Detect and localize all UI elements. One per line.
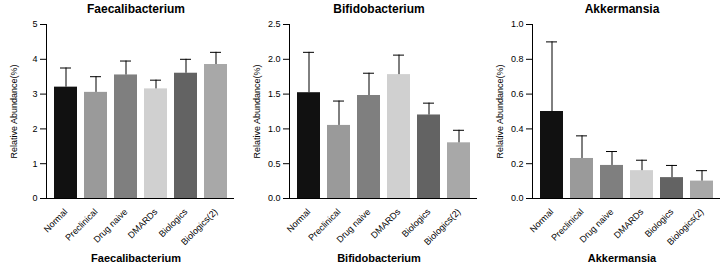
svg-text:4: 4 [32, 54, 37, 64]
svg-text:Drug naive: Drug naive [92, 207, 130, 245]
svg-text:0.0: 0.0 [511, 193, 524, 203]
svg-text:Biologics: Biologics [642, 206, 676, 240]
svg-text:Biologics(2): Biologics(2) [422, 207, 462, 247]
svg-text:0.2: 0.2 [511, 159, 524, 169]
svg-text:3: 3 [32, 89, 37, 99]
svg-text:Drug naive: Drug naive [578, 207, 616, 245]
svg-text:Relative Abundance(%): Relative Abundance(%) [252, 64, 262, 158]
svg-text:Biologics: Biologics [399, 206, 433, 240]
svg-text:Preclinical: Preclinical [63, 206, 100, 243]
svg-text:1.0: 1.0 [268, 124, 281, 134]
svg-text:0.5: 0.5 [268, 159, 281, 169]
svg-text:1: 1 [32, 159, 37, 169]
svg-text:5: 5 [32, 19, 37, 29]
svg-text:Relative Abundance(%): Relative Abundance(%) [9, 64, 19, 158]
html-text:Bifidobacterium: Bifidobacterium [333, 2, 425, 16]
svg-text:Preclinical: Preclinical [549, 206, 586, 243]
svg-text:Normal: Normal [285, 207, 313, 235]
html-text:Faecalibacterium: Faecalibacterium [87, 2, 185, 16]
html-text:Faecalibacterium: Faecalibacterium [91, 252, 181, 264]
svg-text:DMARDs: DMARDs [369, 206, 403, 240]
svg-text:1.0: 1.0 [511, 19, 524, 29]
svg-text:Drug naive: Drug naive [335, 207, 373, 245]
svg-text:Normal: Normal [42, 207, 70, 235]
svg-text:2: 2 [32, 124, 37, 134]
svg-text:2.5: 2.5 [268, 19, 281, 29]
svg-text:Relative Abundance(%): Relative Abundance(%) [495, 64, 505, 158]
html-text:Akkermansia: Akkermansia [584, 2, 660, 16]
svg-text:1.5: 1.5 [268, 89, 281, 99]
svg-text:0.6: 0.6 [511, 89, 524, 99]
svg-text:0.0: 0.0 [268, 193, 281, 203]
svg-text:0.8: 0.8 [511, 54, 524, 64]
html-text:Bifidobacterium: Bifidobacterium [337, 252, 421, 264]
svg-text:Biologics(2): Biologics(2) [665, 207, 705, 247]
svg-text:2.0: 2.0 [268, 54, 281, 64]
svg-text:Normal: Normal [528, 207, 556, 235]
svg-text:DMARDs: DMARDs [612, 206, 646, 240]
svg-text:Biologics: Biologics [156, 206, 190, 240]
svg-text:Biologics(2): Biologics(2) [179, 207, 219, 247]
svg-text:DMARDs: DMARDs [126, 206, 160, 240]
svg-text:0: 0 [32, 193, 37, 203]
svg-text:0.4: 0.4 [511, 124, 524, 134]
html-text:Akkermansia: Akkermansia [587, 252, 657, 264]
svg-text:Preclinical: Preclinical [306, 206, 343, 243]
